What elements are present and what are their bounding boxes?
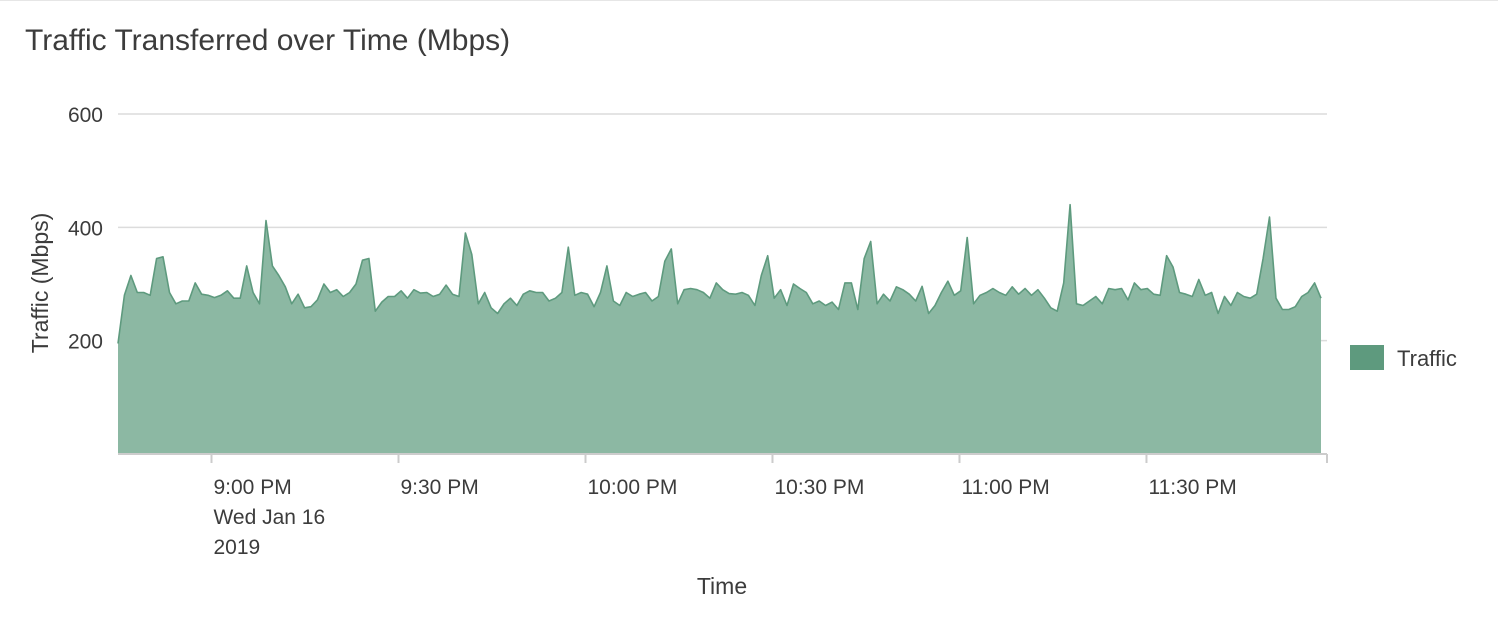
y-tick-label-200: 200	[68, 331, 103, 354]
panel-title: Traffic Transferred over Time (Mbps)	[25, 24, 511, 57]
x-tick-label-1: 9:30 PM	[400, 476, 478, 499]
x-axis-ticks: 9:00 PM Wed Jan 16 2019 9:30 PM 10:00 PM 10:3…	[210, 454, 1237, 559]
legend-swatch-traffic	[1350, 345, 1384, 370]
x-tick-label-2: 10:00 PM	[587, 476, 677, 499]
x-tick-label-4: 11:00 PM	[961, 476, 1049, 499]
y-tick-label-400: 400	[68, 217, 103, 240]
y-axis-title: Traffic (Mbps)	[27, 213, 53, 354]
x-axis-title: Time	[697, 573, 747, 599]
x-tick-label-0: 9:00 PM Wed Jan 16 2019	[213, 476, 325, 559]
x-tick-label-5: 11:30 PM	[1148, 476, 1236, 499]
y-axis-ticks: 200 400 600	[68, 104, 103, 354]
traffic-line	[117, 203, 1322, 344]
legend: Traffic	[1350, 345, 1457, 371]
x-axis	[118, 453, 1328, 463]
area-layer	[117, 203, 1322, 454]
traffic-area	[118, 204, 1321, 454]
x-tick-label-3: 10:30 PM	[774, 476, 864, 499]
y-tick-label-600: 600	[68, 104, 103, 127]
legend-label-traffic: Traffic	[1397, 346, 1457, 371]
top-divider	[0, 0, 1498, 1]
